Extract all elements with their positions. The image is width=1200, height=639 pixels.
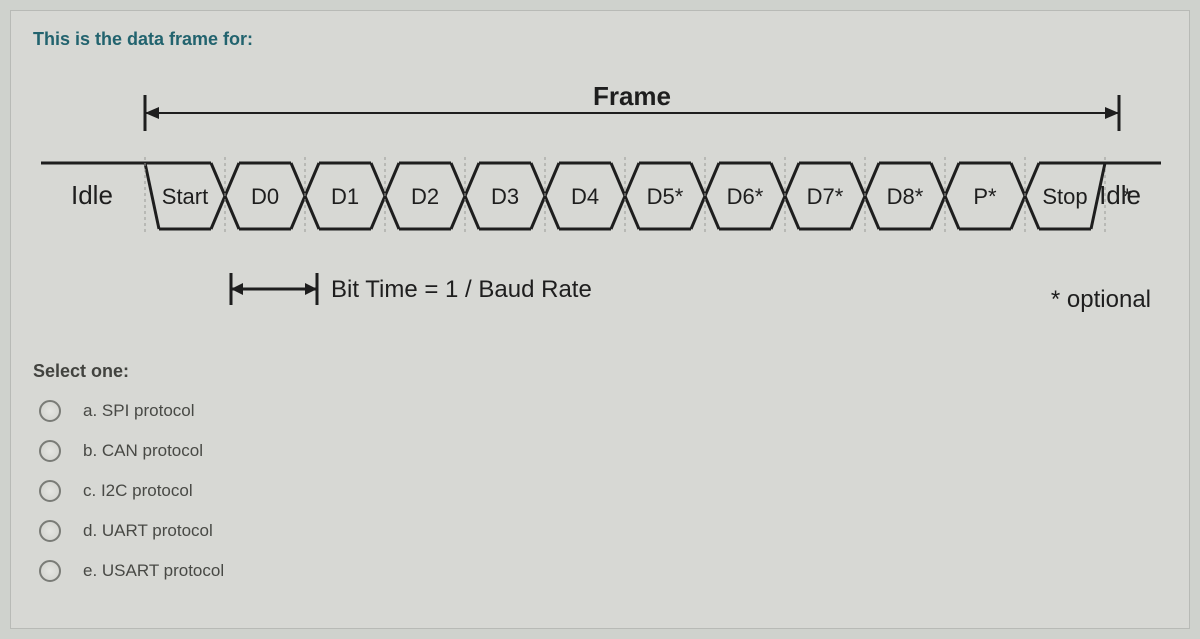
option-b[interactable]: b. CAN protocol	[39, 440, 224, 462]
cell-label-9: D8*	[887, 184, 924, 209]
frame-label: Frame	[593, 81, 671, 111]
option-d[interactable]: d. UART protocol	[39, 520, 224, 542]
option-label-c: c. I2C protocol	[83, 481, 193, 501]
cell-label-5: D4	[571, 184, 599, 209]
option-label-e: e. USART protocol	[83, 561, 224, 581]
option-a[interactable]: a. SPI protocol	[39, 400, 224, 422]
cell-label-4: D3	[491, 184, 519, 209]
option-label-d: d. UART protocol	[83, 521, 213, 541]
option-e[interactable]: e. USART protocol	[39, 560, 224, 582]
radio-a[interactable]	[39, 400, 61, 422]
uart-frame-diagram: Idle Start D0 D1 D2 D3 D4 D5* D6* D7* D8* P* Stop Idl…	[31, 71, 1171, 331]
cell-label-10: P*	[973, 184, 997, 209]
select-one-label: Select one:	[33, 361, 224, 382]
optional-note: * optional	[1051, 286, 1151, 313]
cell-label-8: D7*	[807, 184, 844, 209]
bit-time-label: Bit Time = 1 / Baud Rate	[331, 276, 592, 303]
cell-label-0: Start	[162, 184, 208, 209]
cell-label-1: D0	[251, 184, 279, 209]
option-label-a: a. SPI protocol	[83, 401, 195, 421]
cell-label-3: D2	[411, 184, 439, 209]
cell-label-2: D1	[331, 184, 359, 209]
star-after-stop: *	[1123, 184, 1132, 209]
cell-label-7: D6*	[727, 184, 764, 209]
radio-e[interactable]	[39, 560, 61, 582]
question-prompt: This is the data frame for:	[33, 29, 253, 50]
option-label-b: b. CAN protocol	[83, 441, 203, 461]
radio-d[interactable]	[39, 520, 61, 542]
radio-b[interactable]	[39, 440, 61, 462]
option-c[interactable]: c. I2C protocol	[39, 480, 224, 502]
radio-c[interactable]	[39, 480, 61, 502]
cell-label-6: D5*	[647, 184, 684, 209]
idle-right-label: Idle	[1099, 180, 1141, 210]
cell-label-11: Stop	[1042, 184, 1087, 209]
idle-left-label: Idle	[71, 180, 113, 210]
